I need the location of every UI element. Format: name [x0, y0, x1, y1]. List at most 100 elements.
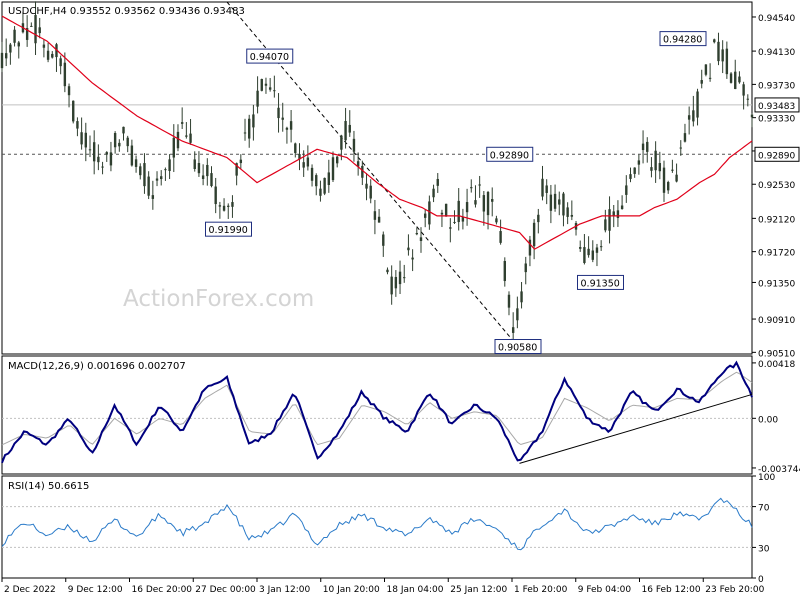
candle-body — [704, 64, 708, 75]
candle-body — [63, 62, 67, 87]
candle-body — [478, 184, 481, 186]
candle-body — [579, 247, 582, 249]
price-annotation-box — [205, 221, 252, 237]
candle-body — [507, 294, 511, 308]
candle-body — [650, 167, 653, 171]
downtrend-line — [226, 1, 519, 347]
candle-body — [88, 149, 92, 151]
rsi-title: RSI(14) 50.6615 — [8, 481, 89, 492]
macd-ytick-label: 0.00418 — [758, 360, 795, 370]
candle-body — [214, 186, 217, 205]
moving-average-line — [1, 15, 753, 250]
candle-body — [729, 73, 733, 83]
candle-body — [113, 132, 117, 148]
candle-body — [587, 248, 590, 256]
candle-body — [285, 127, 289, 130]
price-ytick-label: 0.93730 — [758, 81, 795, 91]
candle-body — [700, 80, 703, 84]
candle-body — [315, 175, 318, 187]
candle-body — [260, 79, 263, 91]
candle-body — [109, 152, 113, 166]
candle-body — [80, 132, 83, 145]
candle-body — [335, 156, 339, 164]
price-annotation-box — [494, 339, 542, 355]
candle-body — [436, 178, 439, 186]
candle-body — [620, 205, 624, 210]
candle-body — [679, 147, 682, 149]
candle-body — [344, 120, 347, 141]
candle-body — [407, 247, 410, 251]
price-ytick-label: 0.94540 — [758, 14, 795, 24]
watermark: ActionForex.com — [123, 286, 314, 312]
candle-body — [403, 277, 406, 279]
candle-body — [532, 222, 536, 247]
candle-body — [97, 156, 100, 163]
candle-body — [319, 188, 322, 196]
axis-price-label: 0.92890 — [758, 151, 795, 161]
candle-body — [289, 121, 293, 130]
candle-body — [143, 163, 146, 187]
candle-body — [390, 276, 393, 295]
candle-body — [541, 178, 544, 197]
candle-body — [168, 159, 171, 171]
price-ytick-label: 0.92530 — [758, 181, 795, 191]
candle-body — [222, 205, 226, 211]
price-ytick-label: 0.94130 — [758, 48, 795, 58]
candle-body — [394, 276, 398, 289]
candle-body — [180, 122, 184, 124]
candle-body — [252, 114, 255, 128]
time-label: 27 Dec 00:00 — [195, 585, 256, 595]
time-axis: 2 Dec 2022 9 Dec 12:00 16 Dec 20:00 27 Dec … — [1, 578, 765, 595]
candle-body — [549, 194, 553, 211]
candle-body — [306, 157, 310, 167]
candle-body — [637, 160, 641, 165]
candle-body — [13, 29, 16, 43]
candle-body — [34, 14, 37, 44]
candle-body — [298, 154, 301, 160]
candle-body — [415, 233, 419, 235]
candle-body — [444, 203, 448, 217]
price-ytick-label: 0.92120 — [758, 215, 795, 225]
candle-body — [503, 260, 506, 282]
candle-body — [570, 214, 574, 217]
candle-body — [683, 133, 687, 142]
candle-body — [671, 169, 674, 171]
candle-body — [558, 199, 561, 205]
candle-body — [206, 164, 209, 177]
time-label: 9 Dec 12:00 — [68, 585, 123, 595]
macd-title: MACD(12,26,9) 0.001696 0.002707 — [8, 361, 186, 372]
time-label: 3 Jan 12:00 — [259, 585, 311, 595]
time-label: 16 Feb 12:00 — [642, 585, 701, 595]
candle-body — [352, 138, 356, 152]
candle-body — [369, 185, 372, 199]
candle-body — [474, 200, 477, 205]
candle-body — [625, 185, 628, 195]
time-label: 18 Jan 04:00 — [387, 585, 444, 595]
candle-body — [239, 159, 243, 164]
candle-body — [256, 90, 259, 107]
candle-body — [25, 28, 29, 40]
candle-body — [721, 49, 724, 62]
candle-body — [553, 193, 557, 209]
candle-body — [327, 172, 331, 185]
price-annotation-label: 0.90580 — [498, 343, 537, 354]
macd-line — [1, 360, 753, 464]
candle-body — [185, 135, 188, 137]
candle-body — [524, 263, 527, 273]
candle-body — [126, 137, 129, 147]
candle-body — [465, 202, 469, 213]
price-frame — [1, 1, 753, 355]
price-ytick-label: 0.90910 — [758, 316, 795, 326]
candle-body — [742, 84, 745, 96]
candle-body — [0, 52, 4, 69]
rsi-ytick-label: 30 — [758, 544, 770, 554]
candle-body — [453, 221, 456, 223]
macd-panel: 0.00418 0.00 -0.003744 — [1, 355, 800, 475]
candle-body — [76, 121, 79, 129]
candle-body — [92, 142, 96, 162]
candle-body — [566, 207, 569, 217]
candle-body — [9, 44, 12, 53]
